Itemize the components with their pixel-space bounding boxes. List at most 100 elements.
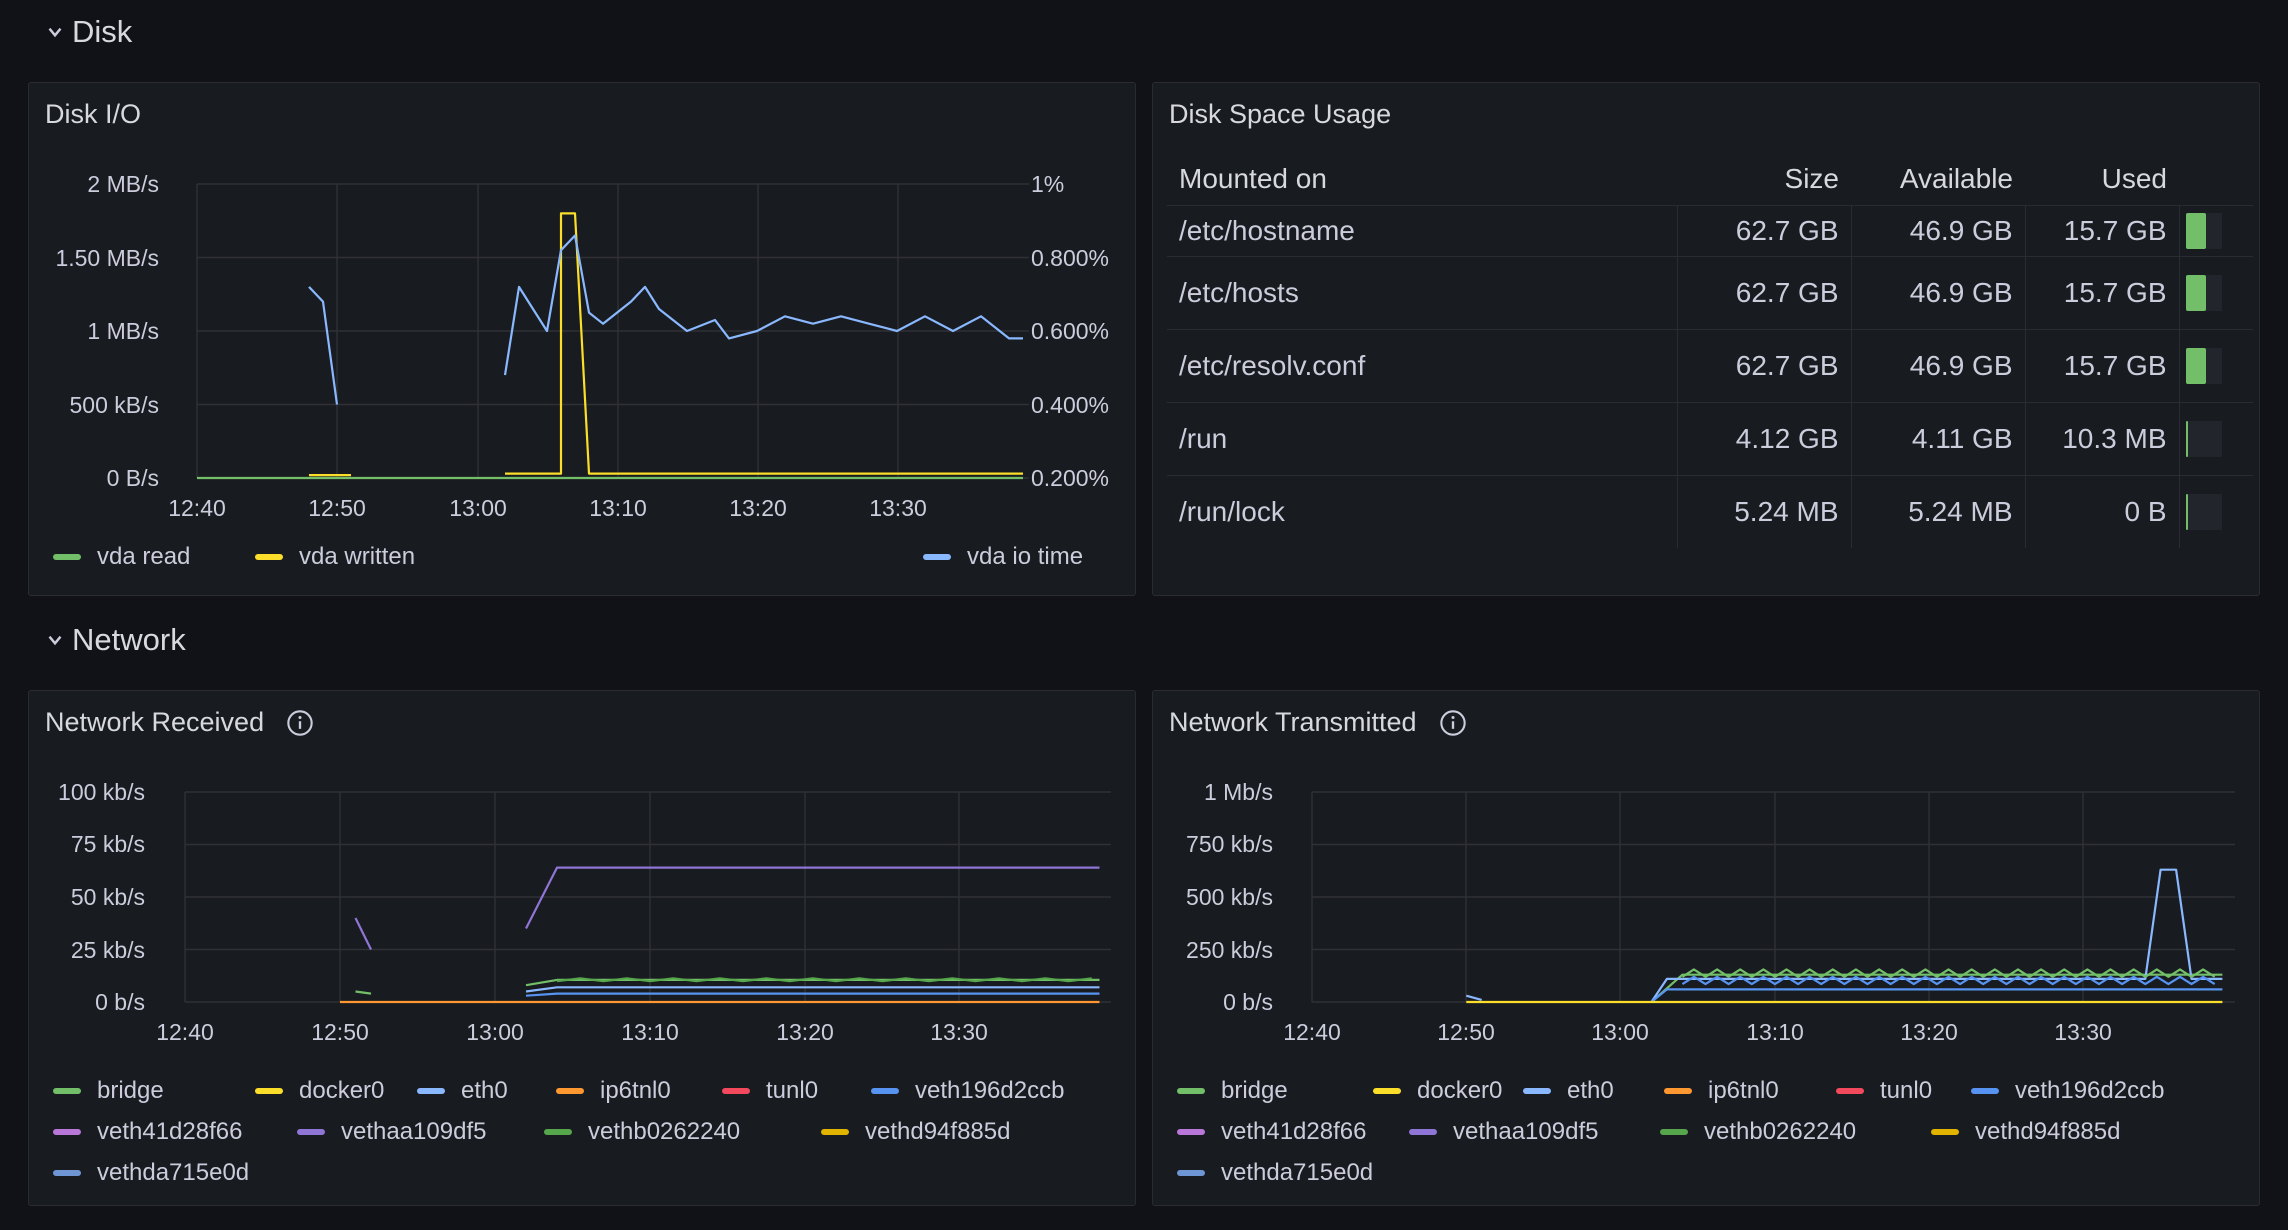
legend-swatch <box>255 1088 283 1094</box>
legend-swatch <box>1664 1088 1692 1094</box>
legend-item-ip6tnl0[interactable]: ip6tnl0 <box>1664 1077 1779 1105</box>
legend-label: vethaa109df5 <box>1453 1118 1599 1145</box>
series-line-bridge-wave <box>1681 968 2216 978</box>
legend-item-vethda715e0d[interactable]: vethda715e0d <box>1177 1159 1373 1187</box>
chart-series <box>1466 868 2223 1004</box>
y-tick: 0.800% <box>1031 245 1109 271</box>
used-gauge <box>2185 421 2222 457</box>
legend-item-vda-read[interactable]: vda read <box>53 543 190 571</box>
series-line-vda-io-time-a <box>308 286 339 405</box>
cell-size: 62.7 GB <box>1677 329 1852 403</box>
network-transmitted-chart[interactable]: 1 Mb/s 750 kb/s 500 kb/s 250 kb/s 0 b/s … <box>1153 691 2261 1207</box>
legend-swatch <box>821 1129 849 1135</box>
legend-item-vethd94f885d[interactable]: vethd94f885d <box>821 1118 1010 1146</box>
legend-item-veth41d28f66[interactable]: veth41d28f66 <box>53 1118 242 1146</box>
cell-available: 4.11 GB <box>1851 402 2026 476</box>
series-line-eth0 <box>525 986 1100 993</box>
legend-item-vethaa109df5[interactable]: vethaa109df5 <box>297 1118 486 1146</box>
y-tick: 1.50 MB/s <box>55 245 159 271</box>
series-line-vda-written-b <box>505 212 1023 475</box>
y-tick: 0.400% <box>1031 392 1109 418</box>
x-tick: 12:40 <box>168 495 226 521</box>
column-header-mounted-on[interactable]: Mounted on <box>1179 163 1327 194</box>
legend-item-tunl0[interactable]: tunl0 <box>1836 1077 1932 1105</box>
legend-swatch <box>1660 1129 1688 1135</box>
disk-io-chart[interactable]: 2 MB/s 1.50 MB/s 1 MB/s 500 kB/s 0 B/s 1… <box>29 83 1137 597</box>
legend-label: vethb0262240 <box>1704 1118 1857 1145</box>
x-tick: 13:20 <box>776 1019 834 1045</box>
column-header-used[interactable]: Used <box>2101 163 2167 194</box>
cell-mount: /run/lock <box>1167 475 1678 548</box>
disk-io-title: Disk I/O <box>45 99 142 129</box>
legend-item-eth0[interactable]: eth0 <box>417 1077 508 1105</box>
legend-item-veth196d2ccb[interactable]: veth196d2ccb <box>1971 1077 2164 1105</box>
chart-grid <box>184 791 1111 1003</box>
cell-size: 62.7 GB <box>1677 205 1852 257</box>
row-title-network: Network <box>72 622 186 657</box>
legend-swatch <box>1177 1088 1205 1094</box>
used-gauge-fill <box>2185 494 2188 530</box>
info-icon[interactable] <box>1439 709 1467 737</box>
legend-swatch <box>53 554 81 560</box>
legend-item-vethb0262240[interactable]: vethb0262240 <box>1660 1118 1856 1146</box>
legend-item-vethd94f885d[interactable]: vethd94f885d <box>1931 1118 2120 1146</box>
cell-mount: /run <box>1167 402 1678 476</box>
y-tick: 0 b/s <box>1223 989 1273 1015</box>
x-tick: 13:00 <box>466 1019 524 1045</box>
legend-label: veth41d28f66 <box>97 1118 243 1145</box>
used-gauge <box>2185 275 2222 311</box>
legend-label: bridge <box>1221 1077 1288 1104</box>
disk-space-title: Disk Space Usage <box>1169 99 1392 129</box>
table-row: /etc/hostname 62.7 GB 46.9 GB 15.7 GB <box>1167 205 2253 257</box>
legend-item-docker0[interactable]: docker0 <box>255 1077 384 1105</box>
x-tick: 13:30 <box>869 495 927 521</box>
disk-space-panel[interactable]: Disk Space Usage Mounted on Size Availab… <box>1152 82 2260 596</box>
disk-io-panel[interactable]: Disk I/O 2 MB/s 1.50 MB/s 1 MB/s 500 kB/… <box>28 82 1136 596</box>
cell-used-gauge <box>2179 256 2253 330</box>
legend-label: vda read <box>97 543 191 570</box>
legend-item-vda-io-time[interactable]: vda io time <box>923 543 1083 571</box>
cell-size: 4.12 GB <box>1677 402 1852 476</box>
x-axis: 12:40 12:50 13:00 13:10 13:20 13:30 <box>168 495 927 521</box>
legend-item-vda-written[interactable]: vda written <box>255 543 415 571</box>
legend-item-bridge[interactable]: bridge <box>1177 1077 1288 1105</box>
cell-used: 0 B <box>2025 475 2180 548</box>
row-header-disk[interactable]: Disk <box>44 14 132 50</box>
legend-item-vethda715e0d[interactable]: vethda715e0d <box>53 1159 249 1187</box>
network-transmitted-title: Network Transmitted <box>1169 707 1467 738</box>
legend-item-vethb0262240[interactable]: vethb0262240 <box>544 1118 740 1146</box>
series-line-eth0-early <box>1466 994 1482 1001</box>
legend-item-tunl0[interactable]: tunl0 <box>722 1077 818 1105</box>
cell-used: 15.7 GB <box>2025 256 2180 330</box>
legend-item-bridge[interactable]: bridge <box>53 1077 164 1105</box>
cell-used-gauge <box>2179 205 2253 257</box>
legend-label: ip6tnl0 <box>1708 1077 1779 1104</box>
legend-label: tunl0 <box>766 1077 819 1104</box>
network-received-chart[interactable]: 100 kb/s 75 kb/s 50 kb/s 25 kb/s 0 b/s 1… <box>29 691 1137 1207</box>
y-tick: 250 kb/s <box>1186 937 1273 963</box>
x-axis: 12:40 12:50 13:00 13:10 13:20 13:30 <box>156 1019 988 1045</box>
legend-label: vethda715e0d <box>1221 1159 1374 1186</box>
table-row: /etc/resolv.conf 62.7 GB 46.9 GB 15.7 GB <box>1167 329 2253 403</box>
table-row: /run 4.12 GB 4.11 GB 10.3 MB <box>1167 402 2253 476</box>
network-transmitted-panel[interactable]: Network Transmitted 1 Mb/s 750 kb/s 500 … <box>1152 690 2260 1206</box>
legend-swatch <box>1523 1088 1551 1094</box>
legend-item-ip6tnl0[interactable]: ip6tnl0 <box>556 1077 671 1105</box>
row-header-network[interactable]: Network <box>44 622 186 658</box>
legend-item-docker0[interactable]: docker0 <box>1373 1077 1502 1105</box>
legend-item-eth0[interactable]: eth0 <box>1523 1077 1614 1105</box>
column-header-size[interactable]: Size <box>1784 163 1839 194</box>
legend-label: bridge <box>97 1077 164 1104</box>
legend-swatch <box>1177 1170 1205 1176</box>
y-tick: 1 Mb/s <box>1204 779 1273 805</box>
legend-item-vethaa109df5[interactable]: vethaa109df5 <box>1409 1118 1598 1146</box>
info-icon[interactable] <box>286 709 314 737</box>
column-header-available[interactable]: Available <box>1899 163 2013 194</box>
used-gauge-fill <box>2185 275 2206 311</box>
legend-label: vethd94f885d <box>865 1118 1011 1145</box>
chevron-down-icon <box>48 27 62 38</box>
legend-item-veth196d2ccb[interactable]: veth196d2ccb <box>871 1077 1064 1105</box>
legend-item-veth41d28f66[interactable]: veth41d28f66 <box>1177 1118 1366 1146</box>
cell-mount: /etc/resolv.conf <box>1167 329 1678 403</box>
network-received-panel[interactable]: Network Received 100 kb/s 75 kb/s 50 kb/… <box>28 690 1136 1206</box>
